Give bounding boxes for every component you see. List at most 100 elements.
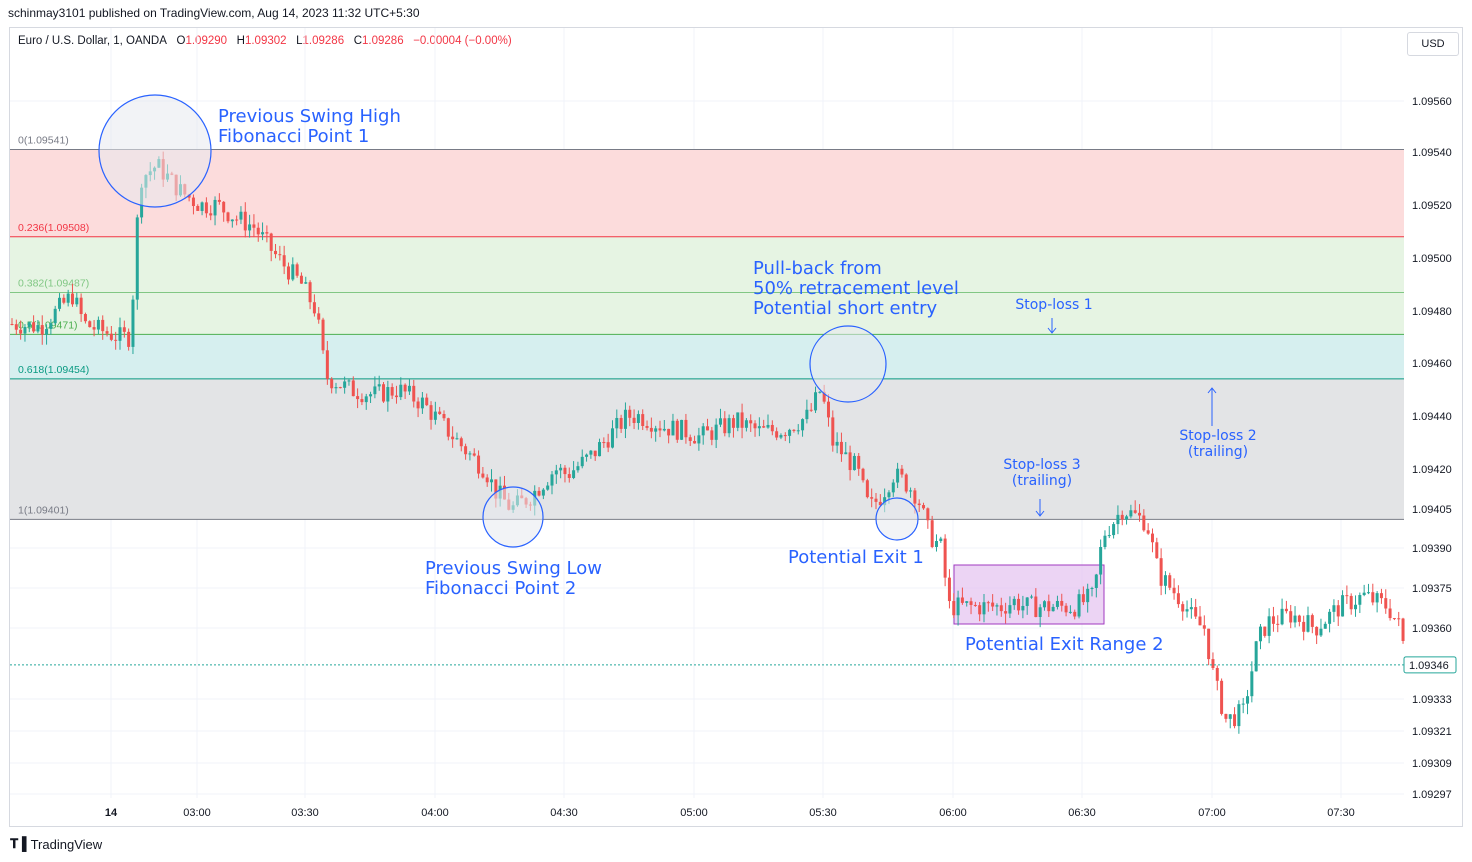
swing-low-annotation: Fibonacci Point 2	[425, 578, 576, 599]
fib-level-label: 1(1.09401)	[18, 504, 69, 516]
candle-body	[991, 602, 995, 607]
candle-body	[1099, 546, 1103, 575]
symbol-name[interactable]: Euro / U.S. Dollar, 1, OANDA	[18, 35, 167, 47]
candle-body	[861, 468, 865, 481]
candle-body	[10, 324, 14, 325]
candle-body	[675, 420, 679, 440]
pullback-annotation: Potential short entry	[753, 298, 937, 319]
candle-body	[982, 602, 986, 615]
candle-body	[196, 206, 200, 211]
candle-body	[844, 452, 848, 455]
candle-body	[118, 327, 122, 341]
candle-body	[1042, 601, 1046, 608]
candle-body	[477, 455, 481, 474]
y-tick-label: 1.09375	[1412, 583, 1452, 595]
candle-body	[1211, 659, 1215, 668]
candle-body	[274, 250, 278, 255]
candle-body	[770, 424, 774, 432]
candle-body	[1250, 671, 1254, 697]
last-price-tag	[1403, 656, 1457, 674]
candle-body	[727, 418, 731, 434]
candle-body	[835, 441, 839, 446]
tradingview-logo-icon: 𝐓▐	[10, 836, 27, 851]
y-tick-label: 1.09390	[1412, 543, 1452, 555]
close-value: 1.09286	[362, 35, 404, 47]
candle-body	[19, 329, 23, 334]
candle-body	[312, 302, 316, 314]
candle-body	[101, 319, 105, 332]
candle-body	[191, 197, 195, 207]
candle-body	[356, 396, 360, 400]
candle-body	[109, 333, 113, 340]
candle-body	[693, 440, 697, 444]
candle-body	[917, 503, 921, 506]
candle-body	[131, 299, 135, 347]
candle-body	[1051, 606, 1055, 612]
fib-zone-0-0236	[10, 149, 1404, 237]
candle-body	[1021, 605, 1025, 611]
y-tick-label: 1.09520	[1412, 200, 1452, 212]
candle-body	[1168, 575, 1172, 588]
candle-body	[1397, 618, 1401, 620]
candle-body	[360, 399, 364, 403]
candle-body	[947, 577, 951, 602]
candle-body	[1107, 535, 1111, 537]
candle-body	[1349, 595, 1353, 610]
candle-body	[1012, 598, 1016, 606]
candle-body	[1228, 714, 1232, 719]
fib-zone-0236-0382	[10, 236, 1404, 293]
candle-body	[442, 414, 446, 419]
change-value: −0.00004 (−0.00%)	[413, 35, 512, 47]
candle-body	[1034, 596, 1038, 618]
y-tick-label: 1.09460	[1412, 358, 1452, 370]
candle-body	[822, 391, 826, 402]
stop-loss-2-annotation: Stop-loss 2	[1179, 428, 1256, 444]
candle-body	[1215, 667, 1219, 681]
candle-body	[1302, 621, 1306, 632]
candle-body	[1258, 626, 1262, 642]
x-tick-label: 05:30	[809, 807, 837, 819]
candle-body	[390, 387, 394, 396]
candle-body	[710, 430, 714, 440]
candle-body	[1138, 512, 1142, 516]
candle-body	[1017, 598, 1021, 611]
footer-brand-label: TradingView	[30, 836, 103, 852]
swing-low-annotation: Previous Swing Low	[425, 558, 602, 579]
candle-body	[70, 293, 74, 305]
x-tick-label: 06:00	[939, 807, 967, 819]
candle-body	[481, 473, 485, 478]
candle-body	[913, 490, 917, 504]
candle-body	[943, 538, 947, 578]
candle-body	[541, 489, 545, 496]
candle-body	[394, 395, 398, 398]
low-label: L	[296, 35, 303, 47]
candle-body	[32, 322, 36, 332]
candle-body	[325, 350, 329, 379]
candle-body	[1133, 510, 1137, 513]
x-tick-label: 14	[105, 807, 118, 819]
stop-loss-1-annotation: Stop-loss 1	[1015, 297, 1092, 313]
candle-body	[40, 325, 44, 335]
candle-body	[62, 297, 66, 303]
candle-body	[1379, 593, 1383, 599]
candle-body	[826, 401, 830, 418]
candle-body	[805, 409, 809, 420]
candle-body	[382, 384, 386, 402]
candle-body	[1233, 714, 1237, 727]
candle-body	[999, 605, 1003, 612]
candle-body	[818, 391, 822, 393]
candle-body	[1254, 641, 1258, 672]
candle-body	[883, 497, 887, 506]
candle-body	[1354, 604, 1358, 610]
candle-body	[1392, 618, 1396, 620]
currency-button[interactable]: USD	[1407, 32, 1459, 56]
candle-body	[580, 456, 584, 467]
candle-body	[706, 426, 710, 431]
footer-brand[interactable]: 𝐓▐ TradingView	[10, 836, 102, 852]
candle-body	[27, 322, 31, 328]
candle-body	[490, 479, 494, 483]
candle-body	[1155, 542, 1159, 559]
candle-body	[399, 384, 403, 398]
candle-body	[986, 602, 990, 604]
